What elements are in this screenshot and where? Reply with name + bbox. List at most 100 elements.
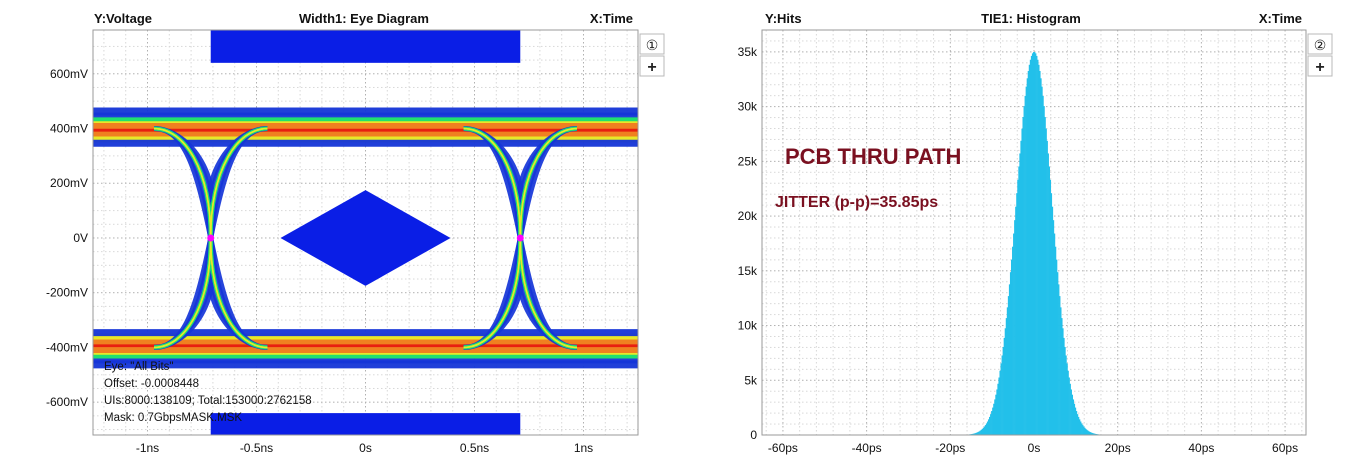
grid-dot-row xyxy=(421,196,423,198)
grid-dot-column xyxy=(343,370,345,372)
grid-dot-row xyxy=(93,264,95,266)
grid-dot-row xyxy=(237,401,239,403)
grid-dot-row xyxy=(373,305,375,307)
grid-dot-row xyxy=(149,401,151,403)
grid-dot-row xyxy=(285,251,287,253)
grid-dot-column xyxy=(103,258,105,260)
grid-dot-column xyxy=(321,302,323,304)
grid-dot-column xyxy=(103,202,105,204)
grid-dot-column xyxy=(561,218,563,220)
grid-dot-row xyxy=(309,210,311,212)
grid-dot-column xyxy=(495,402,497,404)
grid-dot-column xyxy=(386,194,388,196)
grid-dot-column xyxy=(517,326,519,328)
grid-dot-column xyxy=(299,158,301,160)
grid-dot-column xyxy=(386,318,388,320)
grid-dot-row xyxy=(613,292,615,294)
grid-dot-column xyxy=(321,194,323,196)
grid-dot-row xyxy=(409,387,411,389)
grid-dot-row xyxy=(105,223,107,225)
grid-dot-column xyxy=(495,234,497,236)
grid-dot-column xyxy=(583,262,584,264)
grid-dot-row xyxy=(517,374,519,376)
grid-dot-row xyxy=(493,292,495,294)
grid-dot-row xyxy=(565,374,567,376)
grid-dot-row xyxy=(209,429,211,431)
grid-dot-row xyxy=(281,223,283,225)
grid-dot-row xyxy=(137,278,139,280)
grid-dot-row xyxy=(481,319,483,321)
grid-dot-row xyxy=(361,319,363,321)
grid-dot-row xyxy=(105,387,107,389)
grid-dot-column xyxy=(147,102,148,104)
grid-dot-row xyxy=(589,292,591,294)
grid-dot-row xyxy=(397,305,399,307)
grid-dot-column xyxy=(430,102,432,104)
grid-dot-row xyxy=(129,237,131,239)
grid-dot-column xyxy=(103,286,105,288)
grid-dot-row xyxy=(361,374,363,376)
grid-dot-column xyxy=(256,170,257,172)
grid-dot-column xyxy=(299,214,301,216)
grid-dot-column xyxy=(561,250,563,252)
grid-dot-row xyxy=(129,210,131,212)
grid-dot-column xyxy=(125,310,127,312)
grid-dot-row xyxy=(101,305,103,307)
grid-dot-column xyxy=(604,186,606,188)
grid-dot-column xyxy=(495,310,497,312)
grid-dot-row xyxy=(109,374,111,376)
grid-dot-column xyxy=(626,74,628,76)
grid-dot-column xyxy=(321,162,323,164)
grid-dot-column xyxy=(234,218,236,220)
grid-dot-column xyxy=(495,86,497,88)
grid-dot-row xyxy=(149,196,151,198)
grid-dot-row xyxy=(161,429,163,431)
grid-dot-row xyxy=(573,237,575,239)
grid-dot-row xyxy=(461,292,463,294)
grid-dot-row xyxy=(285,223,287,225)
grid-dot-column xyxy=(539,418,541,420)
grid-dot-column xyxy=(430,202,432,204)
grid-dot-row xyxy=(473,237,475,239)
grid-dot-row xyxy=(173,278,175,280)
grid-dot-row xyxy=(613,251,615,253)
grid-dot-row xyxy=(485,223,487,225)
grid-dot-row xyxy=(233,374,235,376)
grid-dot-column xyxy=(604,198,606,200)
grid-dot-row xyxy=(137,223,139,225)
grid-dot-column xyxy=(190,390,192,392)
grid-dot-row xyxy=(173,429,175,431)
grid-dot-column xyxy=(583,250,584,252)
grid-dot-row xyxy=(221,374,223,376)
grid-dot-row xyxy=(257,196,259,198)
grid-dot-row xyxy=(297,319,299,321)
grid-dot-column xyxy=(125,170,127,172)
grid-dot-column xyxy=(626,202,628,204)
grid-dot-column xyxy=(604,322,606,324)
grid-dot-column xyxy=(299,398,301,400)
grid-dot-column xyxy=(430,66,432,68)
grid-dot-column xyxy=(277,222,279,224)
grid-dot-row xyxy=(209,387,211,389)
grid-dot-column xyxy=(539,106,541,108)
grid-dot-column xyxy=(365,310,366,312)
grid-dot-row xyxy=(221,401,223,403)
grid-dot-column xyxy=(277,298,279,300)
grid-dot-row xyxy=(185,251,187,253)
grid-dot-column xyxy=(190,30,192,32)
grid-dot-row xyxy=(613,223,615,225)
grid-dot-row xyxy=(553,387,555,389)
grid-dot-row xyxy=(617,251,619,253)
grid-dot-row xyxy=(553,319,555,321)
grid-dot-row xyxy=(289,401,291,403)
grid-dot-column xyxy=(321,402,323,404)
grid-dot-column xyxy=(408,266,410,268)
grid-dot-row xyxy=(177,237,179,239)
grid-dot-row xyxy=(389,319,391,321)
grid-dot-row xyxy=(457,196,459,198)
grid-dot-row xyxy=(617,401,619,403)
grid-dot-column xyxy=(365,90,366,92)
grid-dot-column xyxy=(103,230,105,232)
grid-dot-column xyxy=(583,406,584,408)
grid-dot-column xyxy=(604,302,606,304)
